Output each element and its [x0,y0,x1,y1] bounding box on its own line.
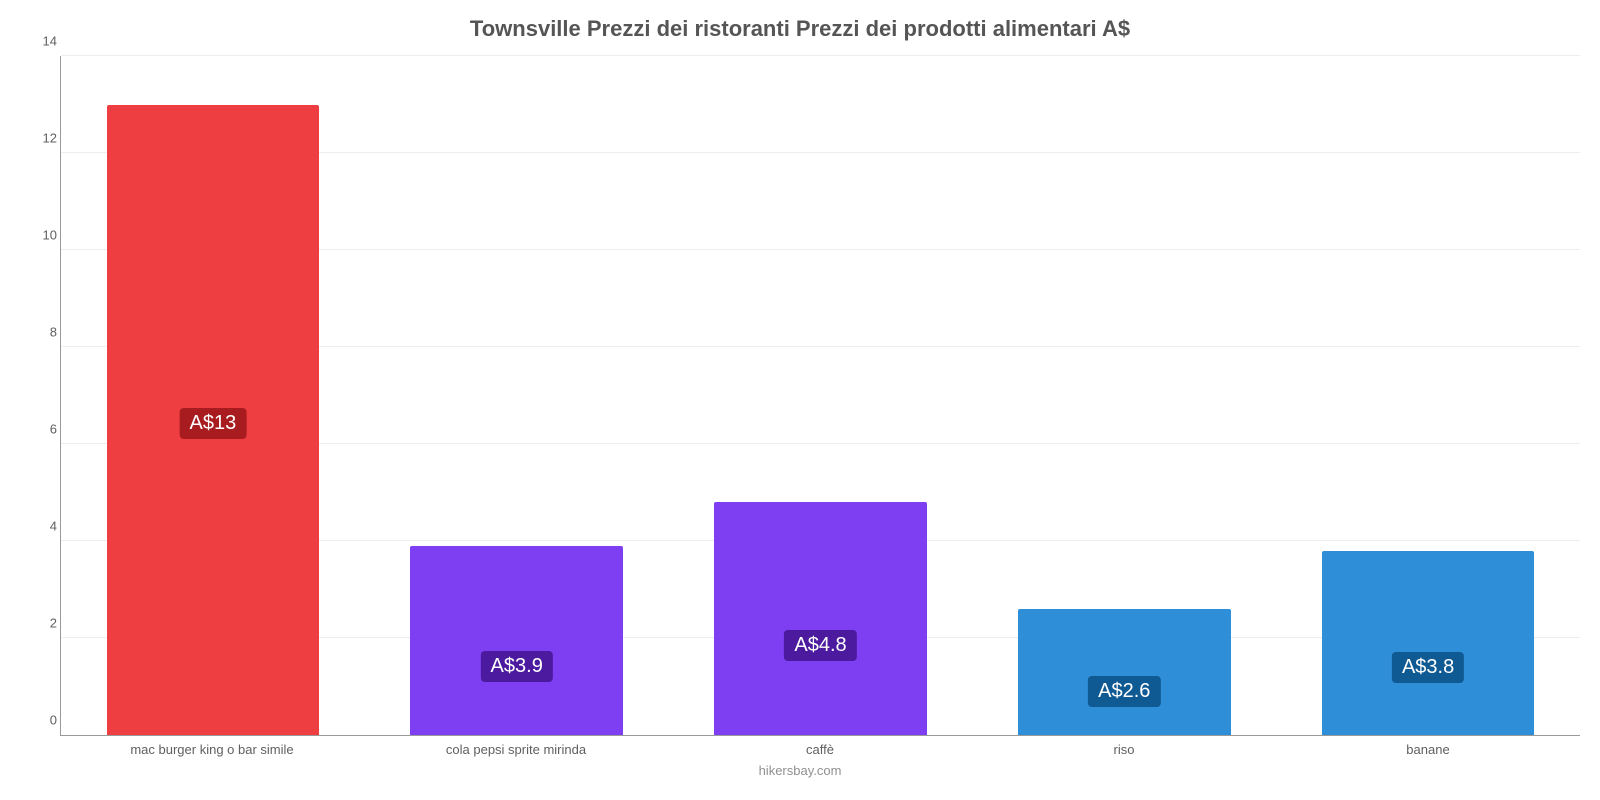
y-tick: 6 [29,422,57,437]
bar: A$3.8 [1322,551,1535,735]
bar: A$4.8 [714,502,927,735]
bars: A$13 A$3.9 A$4.8 A$2.6 A$3.8 [61,56,1580,735]
y-tick: 14 [29,34,57,49]
x-tick: cola pepsi sprite mirinda [364,736,668,757]
bar-value-label: A$13 [180,408,247,439]
bar-slot: A$3.8 [1276,56,1580,735]
bar: A$2.6 [1018,609,1231,735]
bar-slot: A$3.9 [365,56,669,735]
x-tick: mac burger king o bar simile [60,736,364,757]
bar-slot: A$2.6 [972,56,1276,735]
y-tick: 10 [29,228,57,243]
chart-title: Townsville Prezzi dei ristoranti Prezzi … [20,16,1580,42]
bar-value-label: A$3.9 [481,651,553,682]
y-tick: 8 [29,325,57,340]
price-chart: Townsville Prezzi dei ristoranti Prezzi … [0,0,1600,800]
y-tick: 0 [29,713,57,728]
y-tick: 12 [29,131,57,146]
x-tick: caffè [668,736,972,757]
plot-area: 02468101214A$13A$3.9A$4.8A$2.6A$3.8 [60,56,1580,736]
x-axis-labels: mac burger king o bar similecola pepsi s… [60,736,1580,757]
bar-value-label: A$4.8 [784,630,856,661]
bar: A$3.9 [410,546,623,735]
chart-source: hikersbay.com [20,763,1580,778]
bar: A$13 [107,105,320,735]
y-tick: 2 [29,616,57,631]
x-tick: banane [1276,736,1580,757]
bar-slot: A$13 [61,56,365,735]
bar-value-label: A$3.8 [1392,652,1464,683]
y-tick: 4 [29,519,57,534]
x-tick: riso [972,736,1276,757]
bar-value-label: A$2.6 [1088,676,1160,707]
bar-slot: A$4.8 [669,56,973,735]
